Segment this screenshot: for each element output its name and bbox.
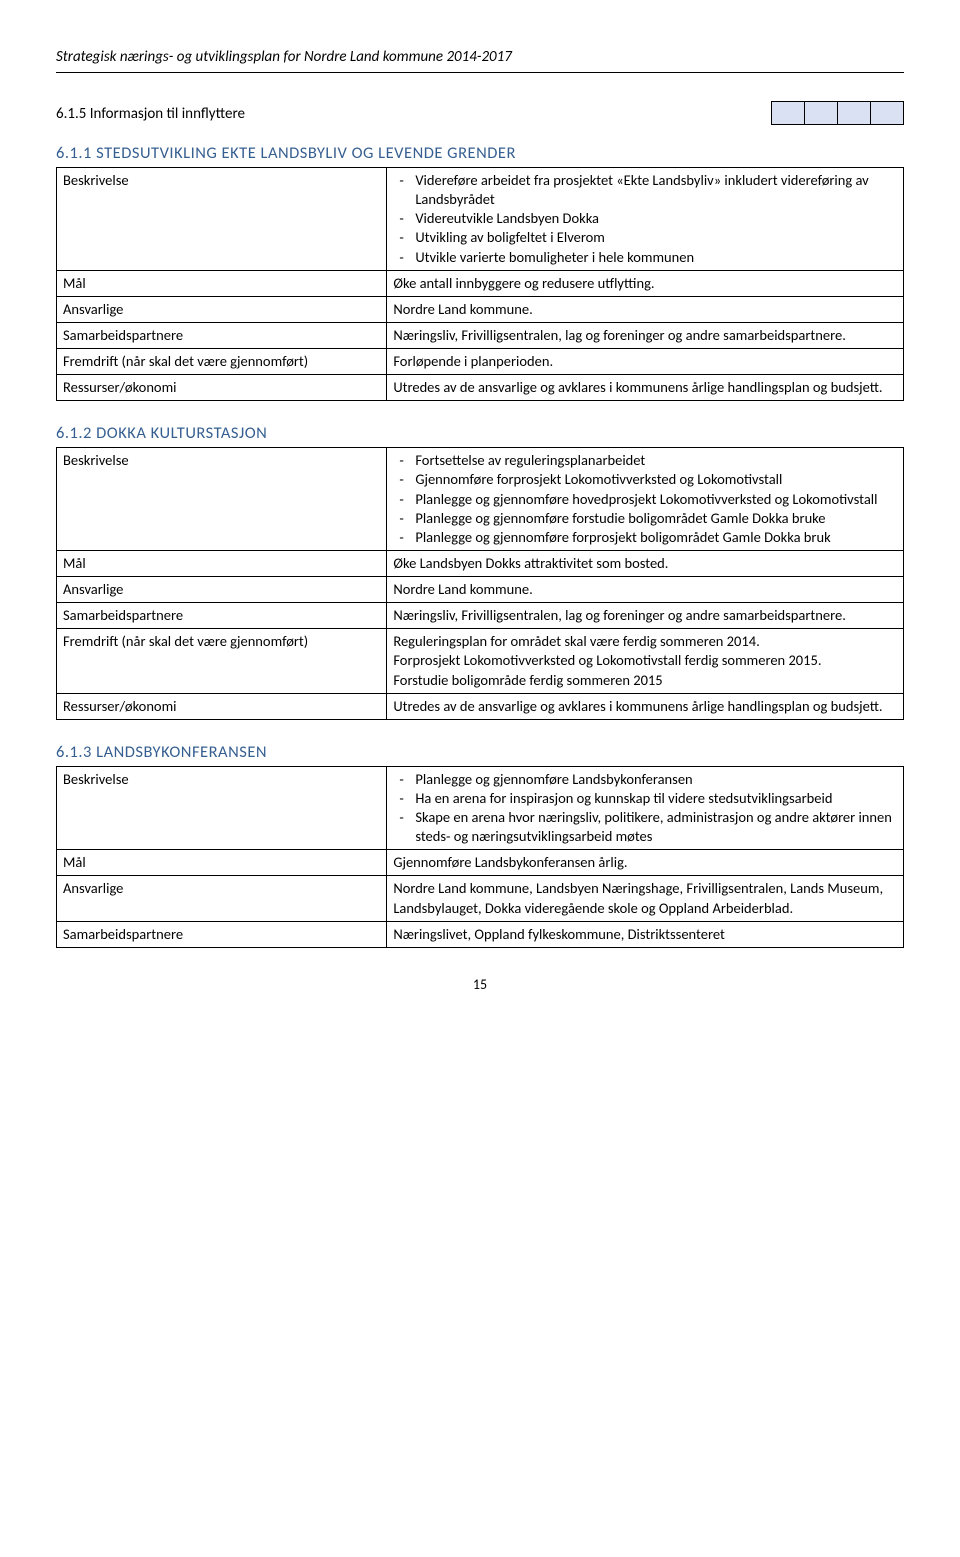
table-row: AnsvarligeNordre Land kommune. (57, 577, 904, 603)
row-value: Planlegge og gjennomføre Landsbykonferan… (387, 766, 904, 850)
row-label: Beskrivelse (57, 766, 387, 850)
row-label: Beskrivelse (57, 168, 387, 271)
list-item: Videreføre arbeidet fra prosjektet «Ekte… (393, 171, 897, 209)
row-label: Ansvarlige (57, 296, 387, 322)
row-value: Utredes av de ansvarlige og avklares i k… (387, 693, 904, 719)
row-label: Samarbeidspartnere (57, 921, 387, 947)
table-row: MålGjennomføre Landsbykonferansen årlig. (57, 850, 904, 876)
row-label: Ansvarlige (57, 876, 387, 921)
row-value: Nordre Land kommune. (387, 577, 904, 603)
mini-cell (870, 101, 904, 125)
subheading: 6.1.1 STEDSUTVIKLING EKTE LANDSBYLIV OG … (56, 143, 904, 163)
row-label: Mål (57, 270, 387, 296)
subheading: 6.1.2 DOKKA KULTURSTASJON (56, 423, 904, 443)
table-row: BeskrivelseVidereføre arbeidet fra prosj… (57, 168, 904, 271)
row-label: Ressurser/økonomi (57, 693, 387, 719)
table-row: SamarbeidspartnereNæringsliv, Frivilligs… (57, 603, 904, 629)
row-value: Øke antall innbyggere og redusere utflyt… (387, 270, 904, 296)
list-item: Fortsettelse av reguleringsplanarbeidet (393, 451, 897, 470)
row-value: Utredes av de ansvarlige og avklares i k… (387, 375, 904, 401)
page: Strategisk nærings- og utviklingsplan fo… (0, 0, 960, 1033)
subheading: 6.1.3 LANDSBYKONFERANSEN (56, 742, 904, 762)
table-row: AnsvarligeNordre Land kommune. (57, 296, 904, 322)
row-label: Mål (57, 550, 387, 576)
content-table: Beskrivelse Planlegge og gjennomføre Land… (56, 766, 904, 948)
row-value: Forløpende i planperioden. (387, 349, 904, 375)
table-row: Beskrivelse Planlegge og gjennomføre Land… (57, 766, 904, 850)
row-value: Nordre Land kommune. (387, 296, 904, 322)
row-label: Fremdrift (når skal det være gjennomført… (57, 629, 387, 693)
row-value: Videreføre arbeidet fra prosjektet «Ekte… (387, 168, 904, 271)
row-value: Fortsettelse av reguleringsplanarbeidetG… (387, 448, 904, 551)
row-value: Øke Landsbyen Dokks attraktivitet som bo… (387, 550, 904, 576)
mini-grid (772, 101, 904, 125)
table-row: MålØke Landsbyen Dokks attraktivitet som… (57, 550, 904, 576)
row-value: Næringsliv, Frivilligsentralen, lag og f… (387, 322, 904, 348)
list-item: Videreutvikle Landsbyen Dokka (393, 209, 897, 228)
dash-list: Videreføre arbeidet fra prosjektet «Ekte… (393, 171, 897, 267)
row-label: Samarbeidspartnere (57, 603, 387, 629)
list-item: Utvikle varierte bomuligheter i hele kom… (393, 248, 897, 267)
list-item: Planlegge og gjennomføre Landsbykonferan… (393, 770, 897, 789)
list-item: Planlegge og gjennomføre hovedprosjekt L… (393, 490, 897, 509)
row-label: Beskrivelse (57, 448, 387, 551)
content-table: BeskrivelseFortsettelse av reguleringspl… (56, 447, 904, 720)
page-number: 15 (56, 976, 904, 993)
table-row: Ressurser/økonomiUtredes av de ansvarlig… (57, 693, 904, 719)
row-value: Gjennomføre Landsbykonferansen årlig. (387, 850, 904, 876)
mini-cell (771, 101, 805, 125)
mini-cell (804, 101, 838, 125)
row-value: Nordre Land kommune, Landsbyen Næringsha… (387, 876, 904, 921)
row-value: Reguleringsplan for området skal være fe… (387, 629, 904, 693)
dash-list: Fortsettelse av reguleringsplanarbeidetG… (393, 451, 897, 547)
table-row: BeskrivelseFortsettelse av reguleringspl… (57, 448, 904, 551)
list-item: Utvikling av boligfeltet i Elverom (393, 228, 897, 247)
table-row: AnsvarligeNordre Land kommune, Landsbyen… (57, 876, 904, 921)
row-label: Ansvarlige (57, 577, 387, 603)
list-item: Planlegge og gjennomføre forstudie bolig… (393, 509, 897, 528)
section-title: 6.1.5 Informasjon til innflyttere (56, 101, 772, 125)
table-row: SamarbeidspartnereNæringsliv, Frivilligs… (57, 322, 904, 348)
table-row: SamarbeidspartnereNæringslivet, Oppland … (57, 921, 904, 947)
mini-cell (837, 101, 871, 125)
table-row: Fremdrift (når skal det være gjennomført… (57, 349, 904, 375)
row-label: Mål (57, 850, 387, 876)
row-value: Næringsliv, Frivilligsentralen, lag og f… (387, 603, 904, 629)
table-row: MålØke antall innbyggere og redusere utf… (57, 270, 904, 296)
list-item: Skape en arena hvor næringsliv, politike… (393, 808, 897, 846)
row-value: Næringslivet, Oppland fylkeskommune, Dis… (387, 921, 904, 947)
list-item: Gjennomføre forprosjekt Lokomotivverkste… (393, 470, 897, 489)
row-label: Samarbeidspartnere (57, 322, 387, 348)
table-row: Ressurser/økonomiUtredes av de ansvarlig… (57, 375, 904, 401)
content-table: BeskrivelseVidereføre arbeidet fra prosj… (56, 167, 904, 401)
section-title-row: 6.1.5 Informasjon til innflyttere (56, 101, 904, 125)
row-label: Ressurser/økonomi (57, 375, 387, 401)
row-label: Fremdrift (når skal det være gjennomført… (57, 349, 387, 375)
list-item: Planlegge og gjennomføre forprosjekt bol… (393, 528, 897, 547)
document-header: Strategisk nærings- og utviklingsplan fo… (56, 48, 904, 73)
list-item: Ha en arena for inspirasjon og kunnskap … (393, 789, 897, 808)
table-row: Fremdrift (når skal det være gjennomført… (57, 629, 904, 693)
dash-list: Planlegge og gjennomføre Landsbykonferan… (393, 770, 897, 847)
